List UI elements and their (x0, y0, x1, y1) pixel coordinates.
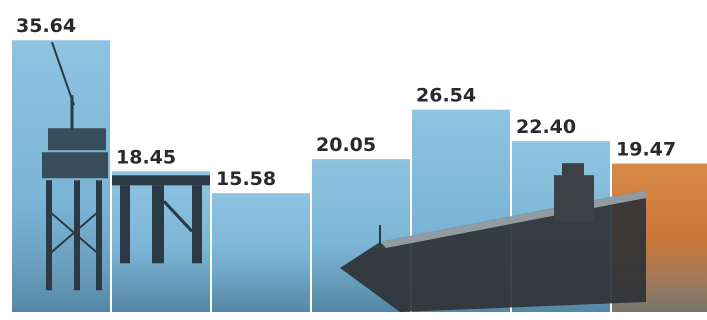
value-label-6: 22.40 (516, 116, 576, 138)
value-label-3: 15.58 (216, 168, 276, 190)
value-label-4: 20.05 (316, 134, 376, 156)
rig-module-lower (42, 152, 108, 179)
rig-leg-1 (46, 180, 52, 291)
value-label-5: 26.54 (416, 85, 476, 107)
tanker-bridge (554, 175, 594, 222)
value-label-7: 19.47 (616, 139, 676, 161)
rig-crane-boom (51, 41, 75, 106)
tanker-funnel (562, 163, 584, 178)
scene-layer (42, 41, 646, 312)
jetty-deck (112, 175, 210, 186)
jetty-pillar-3 (192, 185, 202, 264)
value-labels-layer: 35.64 18.45 15.58 20.05 26.54 22.40 19.47 (16, 15, 676, 190)
jetty-pillar-2 (152, 185, 164, 264)
value-label-2: 18.45 (116, 146, 176, 168)
bar-3-water (212, 242, 310, 312)
bar-1-water (12, 242, 110, 312)
jetty-brace (162, 200, 194, 233)
jetty-pillar-1 (120, 185, 130, 264)
value-label-1: 35.64 (16, 15, 76, 37)
rig-leg-3 (96, 180, 102, 291)
rig-module-upper (48, 128, 106, 151)
rig-brace-2 (47, 209, 101, 257)
